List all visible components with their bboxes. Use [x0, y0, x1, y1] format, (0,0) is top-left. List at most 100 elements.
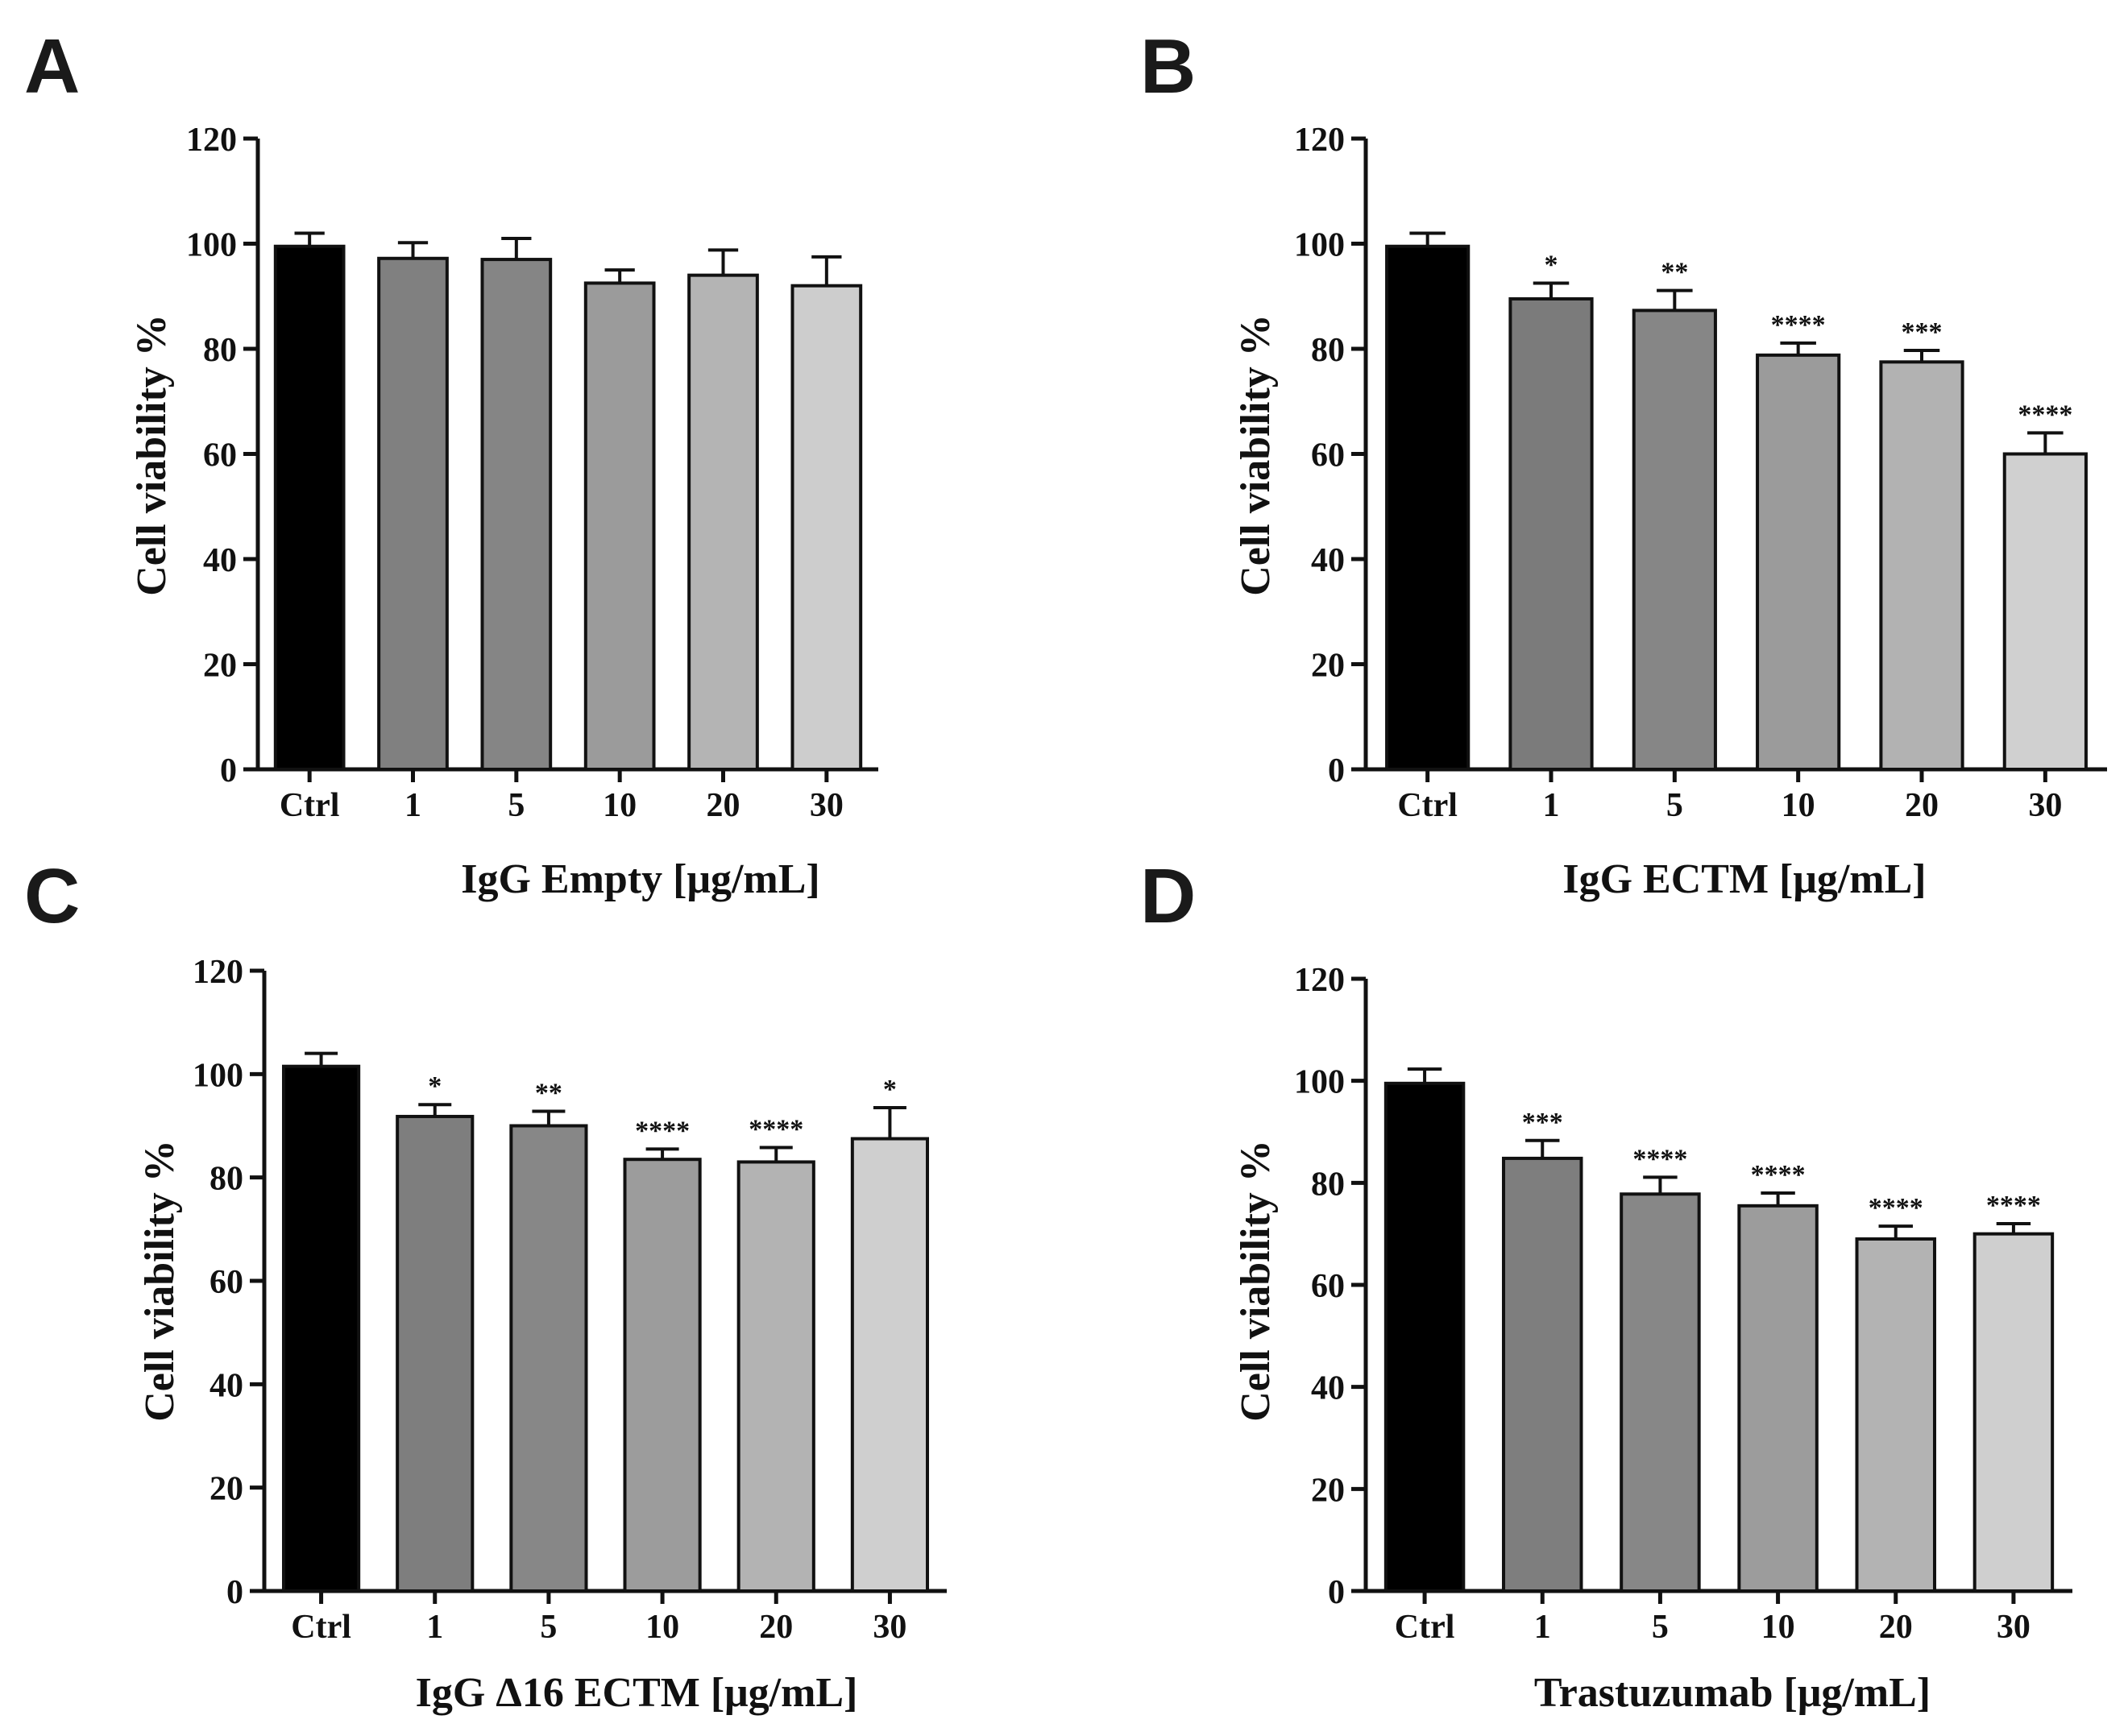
x-tick-label-a: 1 — [404, 787, 421, 824]
significance-label-c: * — [428, 1071, 442, 1101]
significance-label-c: ** — [535, 1079, 562, 1108]
panel-c: C 0 20 40 60 80 100 120 Ctrl 1 * 5 ** 10 **** 20 **** 30… — [24, 853, 947, 1716]
bar-c-1 — [396, 1114, 475, 1593]
significance-label-c: * — [883, 1075, 897, 1104]
panel-letter-a: A — [24, 23, 80, 110]
bar-c-5 — [509, 1124, 588, 1593]
bar-b-10 — [1756, 353, 1841, 771]
y-tick-label-a: 120 — [186, 122, 237, 159]
chart-plot-a: 0 20 40 60 80 100 120 Ctrl 1 5 10 20 30 — [186, 122, 878, 824]
y-tick-label-c: 100 — [193, 1057, 243, 1094]
significance-label-c: **** — [635, 1116, 690, 1146]
y-tick-label-d: 0 — [1328, 1574, 1345, 1611]
x-axis-title-a: IgG Empty [μg/mL] — [461, 856, 819, 902]
x-tick-label-c: 5 — [540, 1609, 557, 1646]
y-tick-label-c: 80 — [209, 1161, 243, 1198]
y-tick-label-c: 20 — [209, 1471, 243, 1508]
y-tick-label-c: 0 — [226, 1574, 243, 1611]
y-tick-label-d: 80 — [1311, 1166, 1345, 1203]
y-tick-label-d: 40 — [1311, 1370, 1345, 1407]
chart-plot-b: 0 20 40 60 80 100 120 Ctrl 1 * 5 ** 10 **** 20 *** 30 ***… — [1294, 122, 2107, 824]
y-tick-label-d: 20 — [1311, 1472, 1345, 1509]
y-axis-title-d: Cell viability % — [1233, 1140, 1279, 1422]
significance-label-d: *** — [1522, 1108, 1563, 1137]
bar-b-30 — [2002, 452, 2088, 771]
bar-a-ctrl — [273, 244, 346, 771]
bar-a-1 — [377, 256, 449, 771]
x-tick-label-d: 1 — [1534, 1609, 1551, 1646]
y-tick-label-a: 80 — [203, 332, 237, 369]
x-tick-label-b: 30 — [2028, 787, 2062, 824]
y-tick-label-d: 100 — [1294, 1064, 1345, 1101]
panel-d: D 0 20 40 60 80 100 120 Ctrl 1 *** 5 **** 10 **** 20 **… — [1140, 853, 2072, 1716]
bar-a-5 — [480, 258, 553, 771]
significance-label-b: **** — [2018, 400, 2072, 429]
y-tick-label-a: 40 — [203, 542, 237, 579]
significance-label-b: **** — [1771, 310, 1826, 340]
significance-label-d: **** — [1751, 1160, 1806, 1190]
y-tick-label-c: 120 — [193, 954, 243, 991]
x-tick-label-c: Ctrl — [291, 1609, 351, 1646]
y-tick-label-a: 0 — [220, 752, 237, 789]
bar-d-20 — [1855, 1237, 1936, 1593]
bar-b-1 — [1508, 297, 1594, 771]
panel-letter-b: B — [1140, 23, 1196, 110]
significance-label-d: **** — [1632, 1144, 1687, 1174]
bar-a-30 — [790, 284, 863, 771]
x-axis-title-d: Trastuzumab [μg/mL] — [1534, 1670, 1931, 1716]
x-tick-label-a: Ctrl — [280, 787, 340, 824]
bar-a-10 — [583, 281, 656, 771]
x-tick-label-a: 5 — [508, 787, 525, 824]
x-tick-label-d: 30 — [1997, 1609, 2031, 1646]
panel-letter-d: D — [1140, 853, 1196, 939]
chart-plot-c: 0 20 40 60 80 100 120 Ctrl 1 * 5 ** 10 **** 20 **** 30 * — [193, 954, 947, 1646]
y-tick-label-b: 0 — [1328, 752, 1345, 789]
y-tick-label-b: 20 — [1311, 648, 1345, 685]
x-tick-label-b: Ctrl — [1397, 787, 1458, 824]
x-tick-label-c: 20 — [759, 1609, 793, 1646]
x-tick-label-b: 1 — [1543, 787, 1560, 824]
y-tick-label-b: 100 — [1294, 227, 1345, 264]
bar-b-ctrl — [1385, 244, 1471, 771]
x-tick-label-b: 20 — [1905, 787, 1939, 824]
y-tick-label-a: 60 — [203, 437, 237, 474]
x-tick-label-b: 10 — [1782, 787, 1815, 824]
y-tick-label-a: 20 — [203, 648, 237, 685]
panel-letter-c: C — [24, 853, 80, 939]
significance-label-b: *** — [1902, 317, 1943, 347]
panel-a: A 0 20 40 60 80 100 120 Ctrl 1 5 10 20 30 Cell viabi… — [24, 23, 878, 902]
y-tick-label-b: 60 — [1311, 437, 1345, 474]
bar-d-ctrl — [1383, 1081, 1466, 1593]
panel-b: B 0 20 40 60 80 100 120 Ctrl 1 * 5 ** 10 **** 20 *** 30 *… — [1140, 23, 2107, 902]
significance-label-b: * — [1545, 250, 1558, 280]
x-tick-label-d: 20 — [1879, 1609, 1913, 1646]
y-tick-label-c: 60 — [209, 1264, 243, 1301]
bar-c-20 — [736, 1160, 815, 1593]
significance-label-d: **** — [1986, 1191, 2041, 1220]
y-tick-label-d: 60 — [1311, 1268, 1345, 1305]
bar-d-10 — [1737, 1204, 1819, 1593]
y-tick-label-b: 40 — [1311, 542, 1345, 579]
x-tick-label-c: 10 — [645, 1609, 679, 1646]
x-tick-label-a: 10 — [603, 787, 637, 824]
x-tick-label-b: 5 — [1666, 787, 1683, 824]
y-axis-title-c: Cell viability % — [137, 1140, 183, 1422]
y-tick-label-a: 100 — [186, 227, 237, 264]
y-tick-label-c: 40 — [209, 1367, 243, 1404]
bar-c-30 — [850, 1137, 930, 1593]
bar-b-5 — [1632, 309, 1717, 771]
y-tick-label-d: 120 — [1294, 962, 1345, 999]
chart-plot-d: 0 20 40 60 80 100 120 Ctrl 1 *** 5 **** 10 **** 20 ****… — [1294, 962, 2072, 1646]
bar-d-1 — [1502, 1156, 1583, 1593]
x-tick-label-c: 1 — [426, 1609, 443, 1646]
x-tick-label-d: Ctrl — [1395, 1609, 1455, 1646]
x-tick-label-a: 30 — [810, 787, 844, 824]
x-tick-label-a: 20 — [707, 787, 740, 824]
x-axis-title-b: IgG ECTM [μg/mL] — [1562, 856, 1926, 902]
x-tick-label-d: 5 — [1652, 1609, 1669, 1646]
y-tick-label-b: 80 — [1311, 332, 1345, 369]
bar-c-ctrl — [281, 1064, 361, 1593]
significance-label-c: **** — [749, 1114, 803, 1144]
bar-a-20 — [687, 273, 759, 771]
